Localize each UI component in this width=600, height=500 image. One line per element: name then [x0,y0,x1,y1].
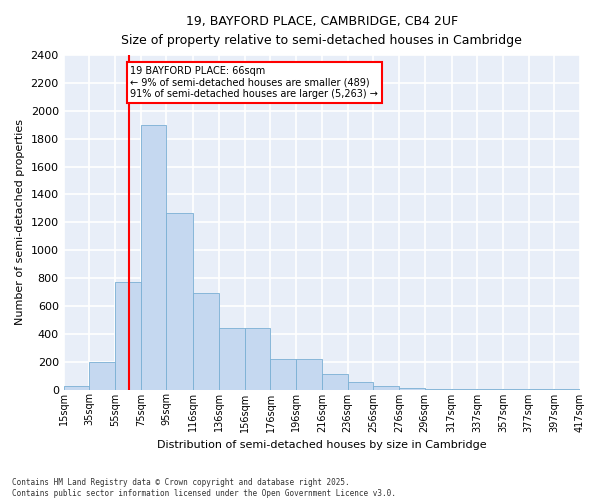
Bar [347,382,373,390]
Bar [425,389,452,390]
Bar [503,389,529,390]
Bar [245,328,271,390]
Bar [64,386,89,390]
Bar [271,359,296,390]
Text: 19 BAYFORD PLACE: 66sqm
← 9% of semi-detached houses are smaller (489)
91% of se: 19 BAYFORD PLACE: 66sqm ← 9% of semi-det… [130,66,379,100]
Bar [219,328,245,390]
Y-axis label: Number of semi-detached properties: Number of semi-detached properties [15,120,25,326]
X-axis label: Distribution of semi-detached houses by size in Cambridge: Distribution of semi-detached houses by … [157,440,487,450]
Bar [373,386,399,390]
Bar [115,282,141,390]
Bar [452,389,477,390]
Bar [141,125,166,390]
Bar [322,374,347,390]
Bar [554,389,580,390]
Text: Contains HM Land Registry data © Crown copyright and database right 2025.
Contai: Contains HM Land Registry data © Crown c… [12,478,396,498]
Title: 19, BAYFORD PLACE, CAMBRIDGE, CB4 2UF
Size of property relative to semi-detached: 19, BAYFORD PLACE, CAMBRIDGE, CB4 2UF Si… [121,15,522,47]
Bar [399,388,425,390]
Bar [529,389,554,390]
Bar [477,389,503,390]
Bar [296,359,322,390]
Bar [193,294,219,390]
Bar [89,362,115,390]
Bar [166,212,193,390]
